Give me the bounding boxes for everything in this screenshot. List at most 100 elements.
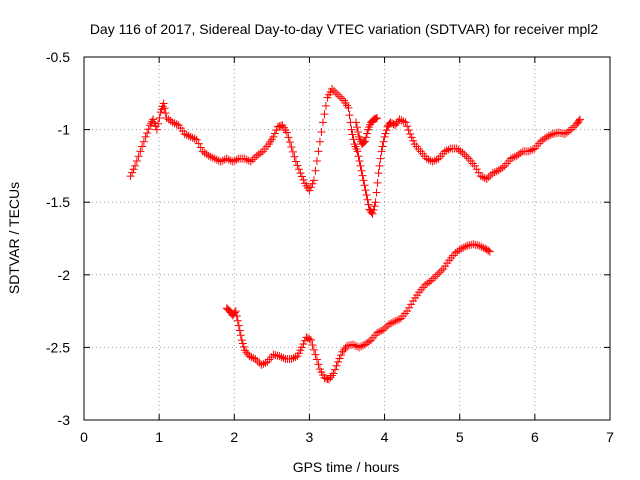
data-point [575,115,584,124]
data-point [186,132,195,141]
data-point [237,336,246,345]
data-point [314,360,323,369]
data-point [363,339,372,348]
y-tick-label: -2 [58,267,71,283]
data-point [233,316,242,325]
data-point [270,129,279,138]
data-point [488,169,497,178]
data-point [378,142,387,151]
data-point [379,325,388,334]
data-point [405,303,414,312]
data-point [309,176,318,185]
data-point [391,317,400,326]
data-point [369,205,378,214]
data-point [146,121,155,130]
data-point [308,179,317,188]
data-point [542,132,551,141]
data-point [290,152,299,161]
data-point [373,113,382,122]
y-tick-label: -0.5 [46,49,70,65]
data-point [510,152,519,161]
data-point [256,148,265,157]
data-point [516,148,525,157]
data-point [362,133,371,142]
data-point [458,148,467,157]
data-point [337,94,346,103]
data-point [375,161,384,170]
data-point [251,355,260,364]
x-tick-label: 4 [381,429,389,445]
data-point [361,186,370,195]
data-point [385,320,394,329]
data-point [206,152,215,161]
data-point [506,154,515,163]
data-point [294,165,303,174]
data-point [170,119,179,128]
data-point [344,103,353,112]
data-point [363,129,372,138]
data-point [347,125,356,134]
data-point [356,161,365,170]
data-point [210,154,219,163]
data-point [395,115,404,124]
data-point [383,322,392,331]
data-point [546,130,555,139]
data-point [524,147,533,156]
data-point [192,135,201,144]
data-point [404,126,413,135]
data-point [134,152,143,161]
data-point [168,118,177,127]
data-point [129,165,138,174]
data-point [252,151,261,160]
data-point [540,134,549,143]
data-point [248,155,257,164]
data-point [349,340,358,349]
data-point [459,243,468,252]
data-point [440,147,449,156]
data-point [374,169,383,178]
data-point [393,316,402,325]
data-point [249,354,258,363]
data-point [312,157,321,166]
data-point [257,360,266,369]
data-point [354,152,363,161]
data-point [330,365,339,374]
data-point [362,190,371,199]
data-point [425,278,434,287]
x-tick-label: 5 [456,429,464,445]
data-point [364,200,373,209]
y-tick-label: -1 [58,122,71,138]
data-point [155,113,164,122]
data-point [485,247,494,256]
x-tick-label: 1 [155,429,163,445]
data-point [143,128,152,137]
x-tick-label: 7 [606,429,614,445]
data-point [377,147,386,156]
data-point [144,125,153,134]
data-point [246,157,255,166]
x-tick-labels: 0 1 2 3 4 5 6 7 [80,429,614,445]
data-point [284,133,293,142]
data-point [299,340,308,349]
data-point [336,351,345,360]
data-point [470,161,479,170]
data-point [403,122,412,131]
data-point [352,118,361,127]
data-point [512,151,521,160]
data-point [160,104,169,113]
data-point [291,353,300,362]
data-point [482,174,491,183]
data-point [235,326,244,335]
data-point [492,167,501,176]
data-point [461,242,470,251]
data-point [361,137,370,146]
data-point [399,117,408,126]
data-point [357,166,366,175]
data-point [244,156,253,165]
data-point [305,186,314,195]
data-point [150,118,159,127]
data-point [287,143,296,152]
data-point [437,266,446,275]
data-point [372,188,381,197]
